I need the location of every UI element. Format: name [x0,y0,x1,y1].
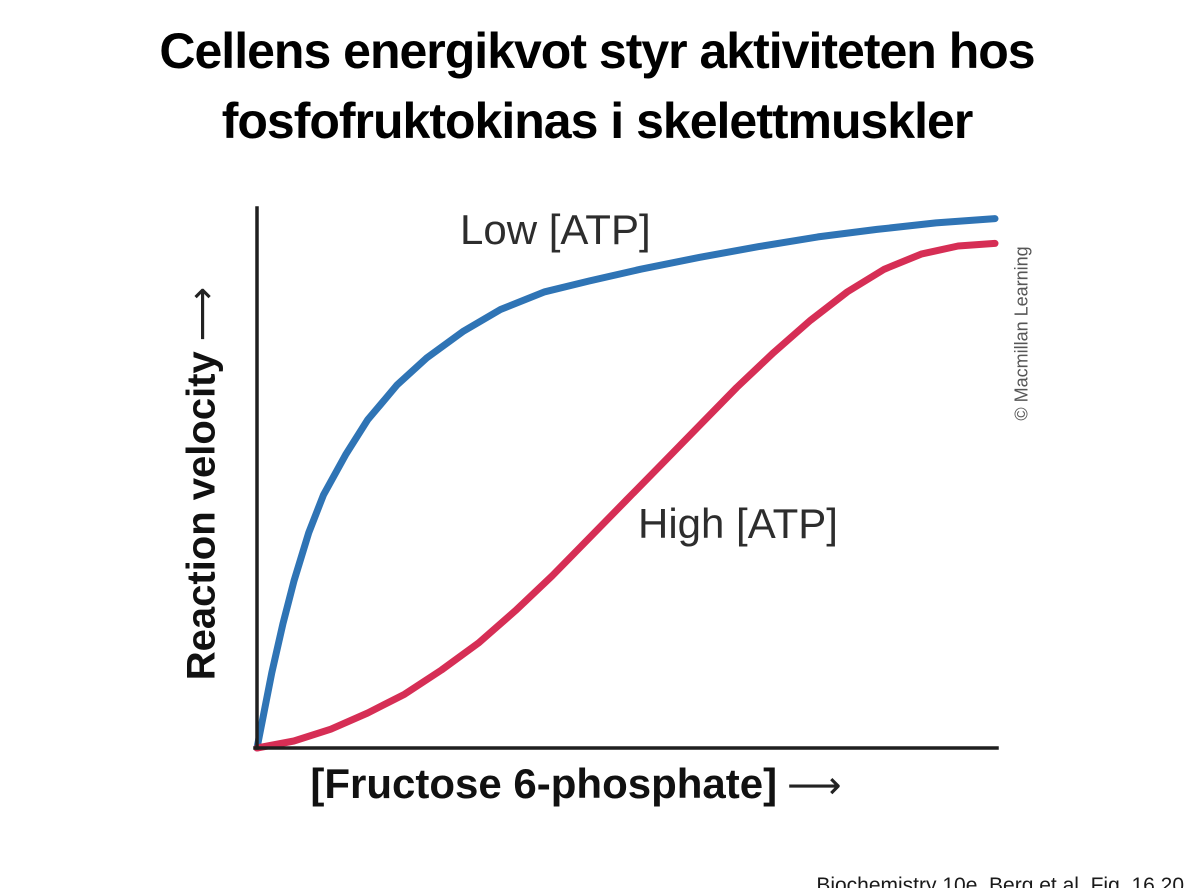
y-axis-label-text: Reaction velocity [179,351,224,681]
slide-title-line2: fosfofruktokinas i skelettmuskler [221,93,974,149]
high-atp-curve [253,239,999,752]
slide-title-line1: Cellens energikvot styr aktiviteten hos [159,23,1035,79]
figure-source-caption: Biochemistry 10e, Berg et al, Fig. 16.20 [816,874,1184,888]
x-axis-arrow-icon: ⟶ [787,765,842,807]
slide-title: Cellens energikvot styr aktiviteten hos … [0,16,1194,156]
x-axis-label: [Fructose 6-phosphate] ⟶ [255,760,895,808]
copyright-credit: © Macmillan Learning [1011,246,1032,421]
y-axis-arrow-icon: ⟶ [181,288,224,342]
x-axis-label-text: [Fructose 6-phosphate] [310,760,778,807]
low-atp-curve [253,215,999,752]
low-atp-curve-label: Low [ATP] [460,206,651,253]
y-axis-label: Reaction velocity ⟶ [180,285,225,685]
enzyme-kinetics-chart [253,206,999,752]
high-atp-curve-label: High [ATP] [638,500,838,547]
